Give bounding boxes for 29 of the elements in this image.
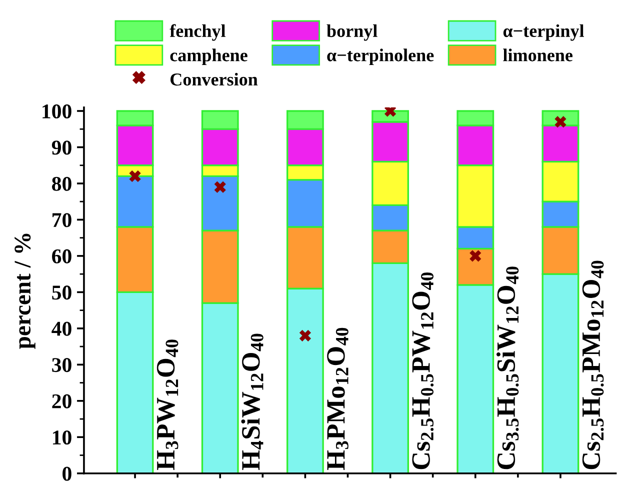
y-tick-label: 90 — [52, 140, 72, 155]
legend-label: limonene — [503, 48, 572, 62]
y-axis-title: percent / % — [14, 234, 36, 349]
point — [299, 330, 312, 342]
y-tick-label: 30 — [52, 358, 72, 372]
y-tick-label: 40 — [52, 322, 72, 336]
x-tick-label: H$_{4}$SiW$_{12}$O$_{40}$ — [241, 334, 264, 470]
point — [214, 181, 226, 193]
legend-label: Conversion — [170, 72, 258, 86]
y-tick-label: 80 — [52, 176, 72, 191]
y-tick-label: 20 — [52, 394, 72, 408]
y-tick-label: 100 — [42, 104, 72, 118]
x-tick-label: Cs$_{2.5}$H$_{0.5}$PW$_{12}$O$_{40}$ — [412, 272, 434, 470]
legend-label: α−terpinolene — [327, 48, 434, 66]
x-tick-label: H$_{3}$PW$_{12}$O$_{40}$ — [156, 340, 178, 470]
point — [129, 170, 141, 182]
legend-label: bornyl — [326, 24, 378, 41]
y-tick-label: 70 — [52, 213, 72, 228]
x-tick-label: Cs$_{3.5}$H$_{0.5}$SiW$_{12}$O$_{40}$ — [496, 266, 519, 470]
x-tick-label: Cs$_{2.5}$H$_{0.5}$PMo$_{12}$O$_{40}$ — [582, 260, 604, 470]
point — [470, 250, 482, 262]
legend-label: fenchyl — [170, 24, 226, 41]
legend-label: camphene — [170, 48, 248, 66]
y-tick-label: 60 — [52, 249, 72, 264]
y-tick-label: 50 — [52, 286, 72, 300]
y-tick-label: 0 — [62, 466, 72, 481]
legend-label: α−terpinyl — [503, 24, 584, 41]
y-tick-label: 10 — [53, 430, 72, 445]
x-tick-label: H$_{3}$PMo$_{12}$O$_{40}$ — [327, 328, 348, 470]
